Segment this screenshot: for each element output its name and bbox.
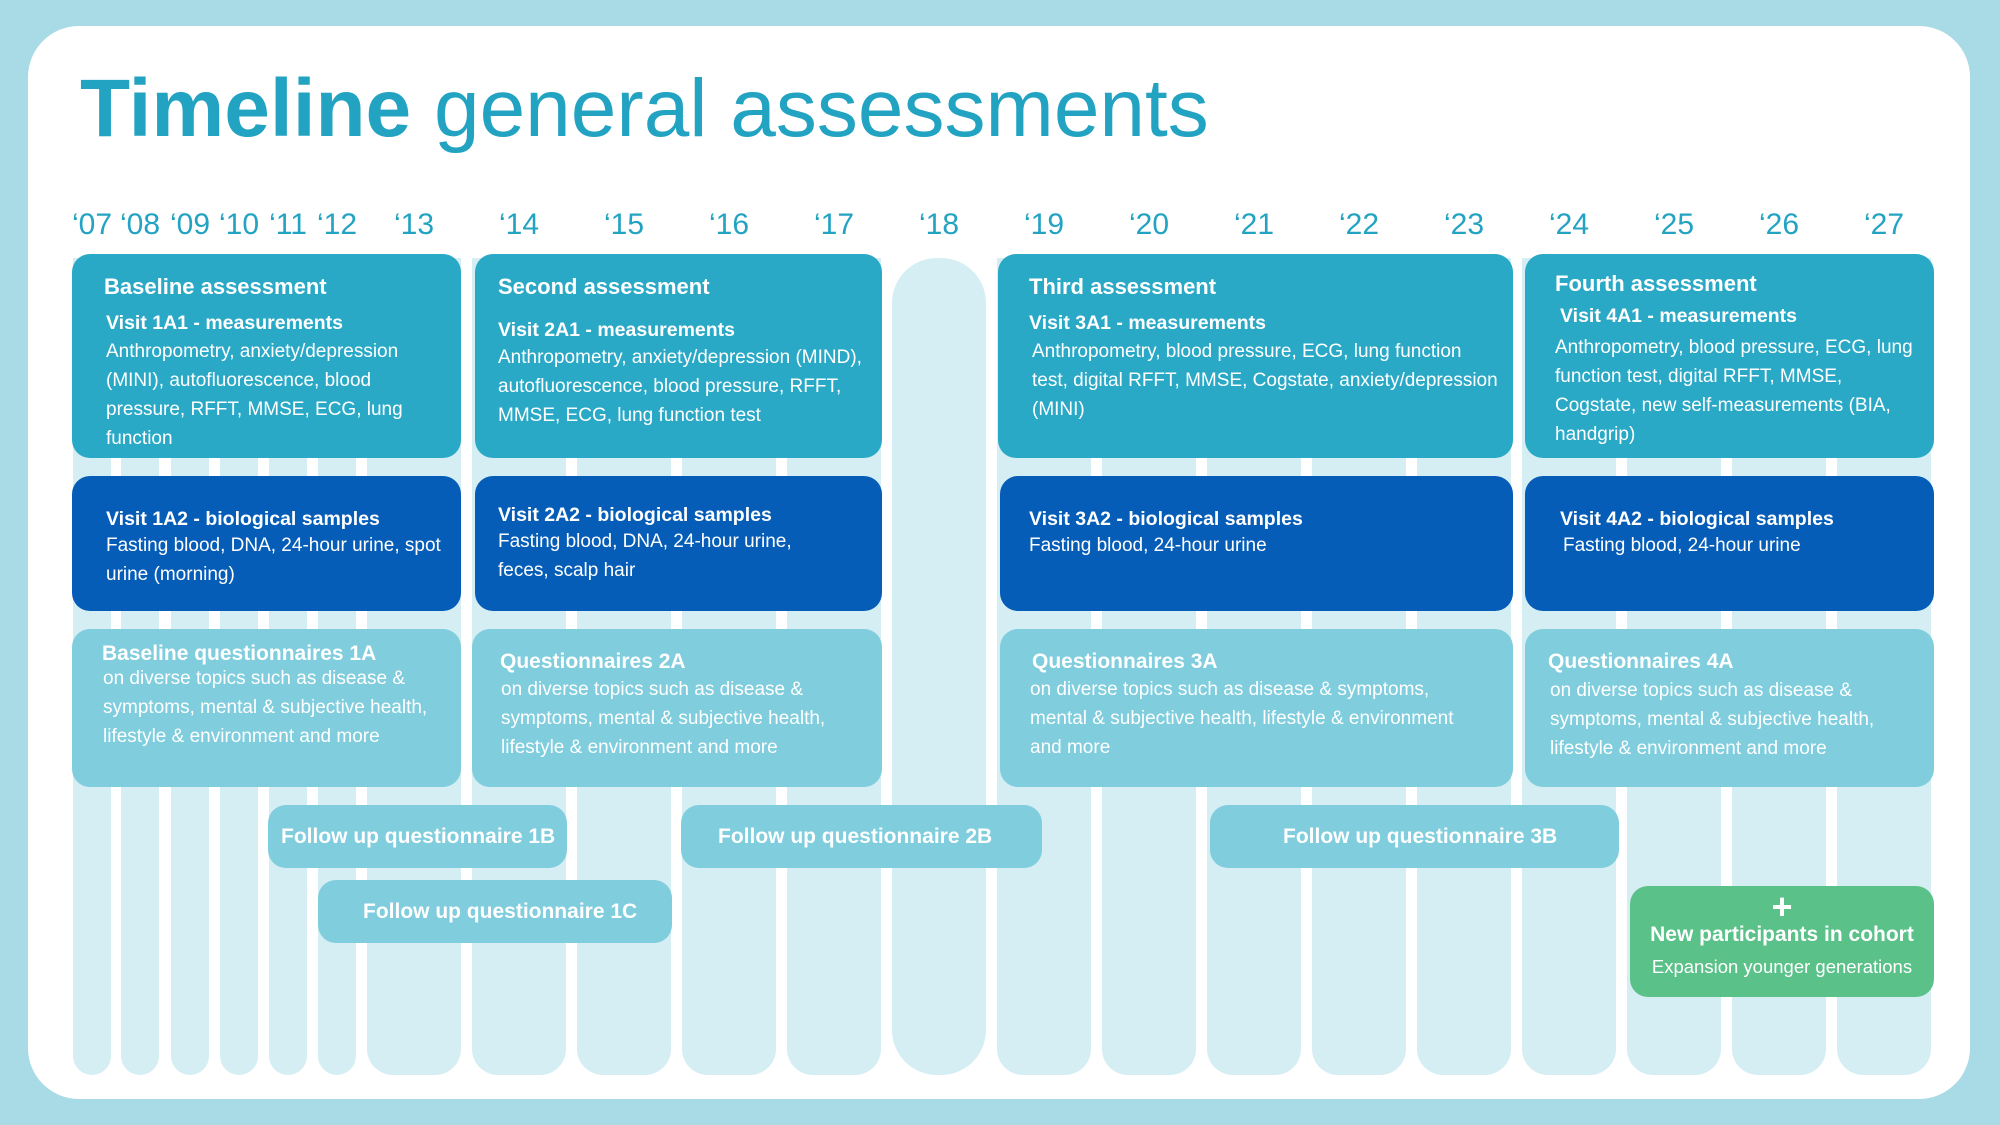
visit-4a1-title: Visit 4A1 - measurements	[1560, 305, 1797, 327]
year-label: ‘25	[1653, 208, 1695, 241]
fourth-title: Fourth assessment	[1555, 271, 1757, 296]
year-label: ‘23	[1443, 208, 1485, 241]
questionnaire-1a-title: Baseline questionnaires 1A	[102, 642, 377, 665]
second-questionnaires-box: Questionnaires 2A on diverse topics such…	[472, 629, 882, 787]
third-measurements-box: Third assessment Visit 3A1 - measurement…	[998, 254, 1513, 458]
followup-3b: Follow up questionnaire 3B	[1210, 805, 1619, 868]
year-label: ‘11	[269, 208, 307, 241]
visit-1a2-text: Fasting blood, DNA, 24-hour urine, spot …	[106, 535, 441, 585]
year-label: ‘22	[1338, 208, 1380, 241]
visit-2a1-title: Visit 2A1 - measurements	[498, 319, 735, 341]
year-label: ‘10	[218, 208, 260, 241]
fourth-measurements-box: Fourth assessment Visit 4A1 - measuremen…	[1525, 254, 1934, 458]
questionnaire-4a-text: on diverse topics such as disease & symp…	[1550, 680, 1875, 759]
followup-3b-label: Follow up questionnaire 3B	[1283, 824, 1558, 848]
baseline-measurements-box: Baseline assessment Visit 1A1 - measurem…	[72, 254, 461, 458]
questionnaire-2a-text: on diverse topics such as disease & symp…	[501, 679, 826, 758]
year-label: ‘07	[71, 208, 113, 241]
year-label: ‘18	[918, 208, 960, 241]
visit-3a1-text: Anthropometry, blood pressure, ECG, lung…	[1032, 341, 1498, 420]
visit-3a1-title: Visit 3A1 - measurements	[1029, 312, 1266, 334]
third-samples-box: Visit 3A2 - biological samples Fasting b…	[1000, 476, 1513, 611]
year-column	[892, 258, 986, 1075]
year-label: ‘19	[1023, 208, 1065, 241]
third-questionnaires-box: Questionnaires 3A on diverse topics such…	[1000, 629, 1513, 787]
year-label: ‘24	[1548, 208, 1590, 241]
year-label: ‘14	[498, 208, 540, 241]
visit-1a1-text: Anthropometry, anxiety/depression (MINI)…	[106, 341, 403, 449]
year-label: ‘26	[1758, 208, 1800, 241]
followup-1b: Follow up questionnaire 1B	[268, 805, 567, 868]
second-measurements-box: Second assessment Visit 2A1 - measuremen…	[475, 254, 882, 458]
third-title: Third assessment	[1029, 274, 1217, 299]
followup-1b-label: Follow up questionnaire 1B	[281, 824, 556, 848]
visit-1a1-title: Visit 1A1 - measurements	[106, 312, 343, 334]
fourth-samples-box: Visit 4A2 - biological samples Fasting b…	[1525, 476, 1934, 611]
followup-1c-label: Follow up questionnaire 1C	[363, 899, 638, 923]
baseline-title: Baseline assessment	[104, 274, 327, 299]
second-samples-box: Visit 2A2 - biological samples Fasting b…	[475, 476, 882, 611]
followup-2b-label: Follow up questionnaire 2B	[718, 824, 993, 848]
new-participants-title: New participants in cohort	[1650, 923, 1914, 946]
fourth-questionnaires-box: Questionnaires 4A on diverse topics such…	[1525, 629, 1934, 787]
visit-4a2-text: Fasting blood, 24-hour urine	[1563, 535, 1801, 556]
second-title: Second assessment	[498, 274, 710, 299]
visit-3a2-text: Fasting blood, 24-hour urine	[1029, 535, 1267, 556]
visit-4a2-title: Visit 4A2 - biological samples	[1560, 508, 1834, 530]
year-label: ‘12	[316, 208, 358, 241]
year-label: ‘15	[603, 208, 645, 241]
page-title: Timeline general assessments	[80, 63, 1209, 154]
year-label: ‘21	[1233, 208, 1275, 241]
visit-2a2-title: Visit 2A2 - biological samples	[498, 504, 772, 526]
visit-2a1-text: Anthropometry, anxiety/depression (MIND)…	[498, 347, 862, 426]
questionnaire-2a-title: Questionnaires 2A	[500, 650, 686, 673]
year-label: ‘09	[169, 208, 211, 241]
baseline-samples-box: Visit 1A2 - biological samples Fasting b…	[72, 476, 461, 611]
visit-1a2-title: Visit 1A2 - biological samples	[106, 508, 380, 530]
visit-2a2-text: Fasting blood, DNA, 24-hour urine, feces…	[498, 531, 792, 581]
year-label: ‘08	[119, 208, 161, 241]
baseline-questionnaires-box: Baseline questionnaires 1A on diverse to…	[72, 629, 461, 787]
followup-2b: Follow up questionnaire 2B	[681, 805, 1042, 868]
questionnaire-3a-text: on diverse topics such as disease & symp…	[1030, 679, 1454, 758]
year-label: ‘16	[708, 208, 750, 241]
plus-icon: +	[1771, 886, 1793, 927]
questionnaire-4a-title: Questionnaires 4A	[1548, 650, 1734, 673]
new-participants-text: Expansion younger generations	[1651, 956, 1913, 977]
year-label: ‘13	[393, 208, 435, 241]
visit-3a2-title: Visit 3A2 - biological samples	[1029, 508, 1303, 530]
year-label: ‘20	[1128, 208, 1170, 241]
new-participants-box: + New participants in cohort Expansion y…	[1630, 886, 1934, 997]
questionnaire-1a-text: on diverse topics such as disease & symp…	[103, 668, 428, 747]
questionnaire-3a-title: Questionnaires 3A	[1032, 650, 1218, 673]
year-label: ‘17	[813, 208, 855, 241]
visit-4a1-text: Anthropometry, blood pressure, ECG, lung…	[1555, 337, 1913, 445]
year-label: ‘27	[1863, 208, 1905, 241]
followup-1c: Follow up questionnaire 1C	[318, 880, 672, 943]
